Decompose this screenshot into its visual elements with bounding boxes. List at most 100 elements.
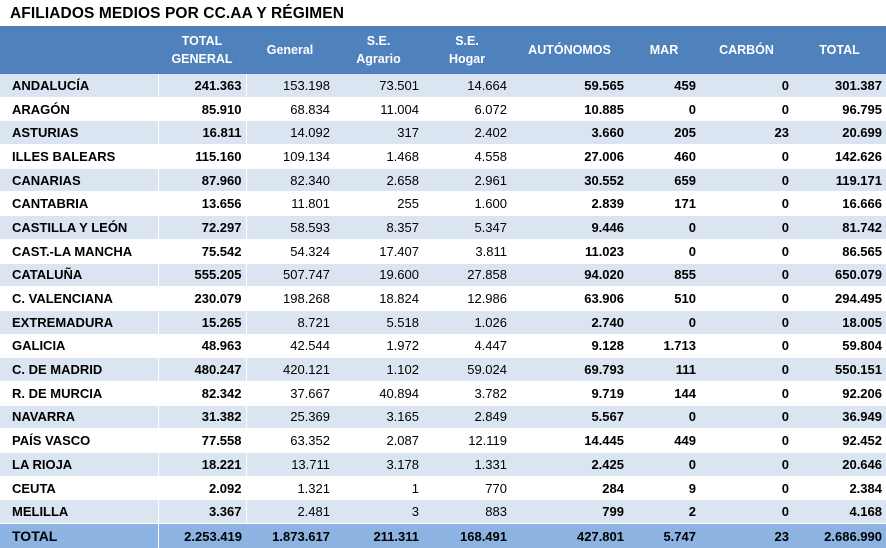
total-cell: 2.686.990 xyxy=(793,523,886,548)
table-cell: 171 xyxy=(628,191,700,217)
table-cell: 9.719 xyxy=(511,381,628,406)
header-autonomos: AUTÓNOMOS xyxy=(511,26,628,74)
table-cell: 0 xyxy=(628,215,700,240)
table-cell: 0 xyxy=(700,215,793,240)
table-cell: 770 xyxy=(423,476,511,501)
table-cell: 0 xyxy=(628,452,700,477)
total-cell: 5.747 xyxy=(628,523,700,548)
total-cell: 211.311 xyxy=(334,523,423,548)
table-row: ARAGÓN 85.910 68.834 11.004 6.072 10.885 0 0 96.… xyxy=(0,97,886,122)
table-cell: 27.858 xyxy=(423,263,511,288)
table-cell: 54.324 xyxy=(246,239,334,264)
table-cell: 650.079 xyxy=(793,263,886,288)
table-row: LA RIOJA 18.221 13.711 3.178 1.331 2.425 0 0 20.… xyxy=(0,452,886,477)
table-cell: 27.006 xyxy=(511,144,628,169)
table-cell: 86.565 xyxy=(793,239,886,264)
table-cell: 18.824 xyxy=(334,286,423,311)
table-cell: 9.446 xyxy=(511,215,628,240)
table-cell: 2.425 xyxy=(511,452,628,477)
table-cell: 73.501 xyxy=(334,74,423,98)
table-cell: 2.092 xyxy=(158,476,247,501)
table-cell: 48.963 xyxy=(158,334,247,359)
table-cell: 92.452 xyxy=(793,428,886,453)
table-cell: 799 xyxy=(511,499,628,525)
table-cell: 0 xyxy=(700,144,793,169)
header-mar: MAR xyxy=(628,26,700,74)
table-cell: 507.747 xyxy=(246,263,334,288)
table-row: C. VALENCIANA 230.079 198.268 18.824 12.986 6… xyxy=(0,286,886,311)
total-cell: 427.801 xyxy=(511,523,628,548)
table-cell: 18.221 xyxy=(158,452,247,477)
table-cell: 82.342 xyxy=(158,381,247,406)
table-cell: 1.026 xyxy=(423,310,511,335)
table-cell: 14.092 xyxy=(246,120,334,146)
table-cell: 230.079 xyxy=(158,286,247,311)
region-name: PAÍS VASCO xyxy=(0,428,159,453)
table-cell: 420.121 xyxy=(246,357,334,382)
table-cell: 14.664 xyxy=(423,74,511,98)
total-cell: 2.253.419 xyxy=(158,523,246,548)
header-total-general: TOTAL GENERAL xyxy=(158,26,246,74)
table-cell: 13.711 xyxy=(246,452,334,477)
table-cell: 0 xyxy=(628,405,700,430)
table-cell: 2.384 xyxy=(793,476,886,501)
table-cell: 0 xyxy=(700,499,793,525)
table-cell: 4.447 xyxy=(423,334,511,359)
table-row: R. DE MURCIA 82.342 37.667 40.894 3.782 9.719… xyxy=(0,381,886,406)
table-cell: 1.972 xyxy=(334,334,423,359)
table-cell: 3.178 xyxy=(334,452,423,477)
table-cell: 11.023 xyxy=(511,239,628,264)
total-cell: 23 xyxy=(700,523,793,548)
table-cell: 2 xyxy=(628,499,700,525)
region-name: R. DE MURCIA xyxy=(0,381,159,406)
table-row: CAST.-LA MANCHA 75.542 54.324 17.407 3.811 11… xyxy=(0,239,886,264)
table-row: ILLES BALEARS 115.160 109.134 1.468 4.558 27.… xyxy=(0,144,886,169)
header-se-hogar: S.E. Hogar xyxy=(423,26,511,74)
table-cell: 1.713 xyxy=(628,334,700,359)
table-cell: 12.119 xyxy=(423,428,511,453)
table-row: CEUTA 2.092 1.321 1 770 284 9 0 2.384 xyxy=(0,476,886,501)
region-name: LA RIOJA xyxy=(0,452,159,477)
table-cell: 10.885 xyxy=(511,97,628,122)
table-row: CANARIAS 87.960 82.340 2.658 2.961 30.552 659 0… xyxy=(0,168,886,193)
table-cell: 449 xyxy=(628,428,700,453)
table-cell: 59.565 xyxy=(511,74,628,98)
header-carbon: CARBÓN xyxy=(700,26,793,74)
table-cell: 11.004 xyxy=(334,97,423,122)
table-cell: 14.445 xyxy=(511,428,628,453)
table-cell: 20.699 xyxy=(793,120,886,146)
table-cell: 883 xyxy=(423,499,511,525)
table-cell: 87.960 xyxy=(158,168,247,193)
table-cell: 205 xyxy=(628,120,700,146)
table-row: NAVARRA 31.382 25.369 3.165 2.849 5.567 0 0 36.9… xyxy=(0,405,886,430)
region-name: CANTABRIA xyxy=(0,191,159,217)
table-cell: 37.667 xyxy=(246,381,334,406)
table-cell: 284 xyxy=(511,476,628,501)
table-row: ASTURIAS 16.811 14.092 317 2.402 3.660 205 23 20… xyxy=(0,120,886,146)
total-cell: 168.491 xyxy=(423,523,511,548)
table-cell: 153.198 xyxy=(246,74,334,98)
region-name: ILLES BALEARS xyxy=(0,144,159,169)
table-cell: 18.005 xyxy=(793,310,886,335)
header-general: General xyxy=(246,26,334,74)
table-cell: 42.544 xyxy=(246,334,334,359)
table-cell: 555.205 xyxy=(158,263,247,288)
header-region xyxy=(0,26,158,74)
table-cell: 460 xyxy=(628,144,700,169)
table-cell: 19.600 xyxy=(334,263,423,288)
table-cell: 8.357 xyxy=(334,215,423,240)
table-row: CATALUÑA 555.205 507.747 19.600 27.858 94.020… xyxy=(0,263,886,288)
table-cell: 20.646 xyxy=(793,452,886,477)
table-cell: 0 xyxy=(628,310,700,335)
header-se-agrario: S.E. Agrario xyxy=(334,26,423,74)
table-cell: 198.268 xyxy=(246,286,334,311)
table-cell: 0 xyxy=(700,476,793,501)
table-cell: 0 xyxy=(700,286,793,311)
region-name: CANARIAS xyxy=(0,168,159,193)
table-cell: 1 xyxy=(334,476,423,501)
table-cell: 59.804 xyxy=(793,334,886,359)
region-name: C. VALENCIANA xyxy=(0,286,159,311)
table-cell: 142.626 xyxy=(793,144,886,169)
region-name: CATALUÑA xyxy=(0,263,159,288)
table-cell: 81.742 xyxy=(793,215,886,240)
